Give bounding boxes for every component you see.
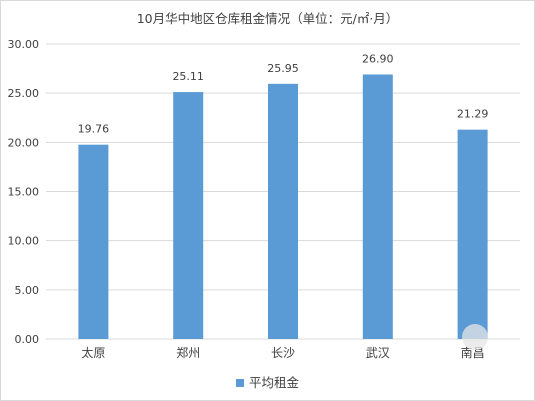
x-tick-label: 太原 — [81, 345, 105, 360]
chart-title: 10月华中地区仓库租金情况（单位：元/㎡·月） — [136, 11, 399, 26]
data-label: 25.11 — [172, 70, 204, 83]
bar — [362, 74, 393, 339]
y-tick-label: 25.00 — [8, 87, 40, 100]
legend-label: 平均租金 — [248, 375, 299, 390]
bar — [457, 129, 488, 339]
y-tick-label: 15.00 — [8, 186, 40, 199]
x-tick-label: 郑州 — [176, 345, 200, 360]
x-tick-label: 长沙 — [271, 346, 295, 360]
bars — [78, 74, 488, 340]
y-tick-label: 5.00 — [15, 284, 40, 297]
data-label: 26.90 — [362, 52, 394, 65]
data-label: 25.95 — [267, 62, 299, 75]
bar — [173, 92, 204, 340]
y-tick-label: 30.00 — [8, 38, 40, 51]
y-tick-label: 20.00 — [8, 136, 40, 149]
bar — [78, 144, 109, 339]
x-tick-label: 武汉 — [366, 346, 390, 360]
bar — [268, 83, 298, 339]
y-tick-label: 0.00 — [15, 333, 40, 346]
y-axis-ticks: 0.00 5.00 10.00 15.00 20.00 25.00 30.00 — [8, 38, 40, 346]
legend: 平均租金 — [0, 372, 535, 391]
watermark-logo — [462, 324, 488, 350]
data-label: 21.29 — [457, 108, 489, 121]
legend-swatch — [235, 379, 244, 387]
x-axis-ticks: 太原 郑州 长沙 武汉 南昌 — [81, 345, 484, 360]
data-label: 19.76 — [78, 123, 110, 136]
y-tick-label: 10.00 — [8, 235, 40, 248]
data-labels: 19.76 25.11 25.95 26.90 21.29 — [78, 52, 489, 135]
